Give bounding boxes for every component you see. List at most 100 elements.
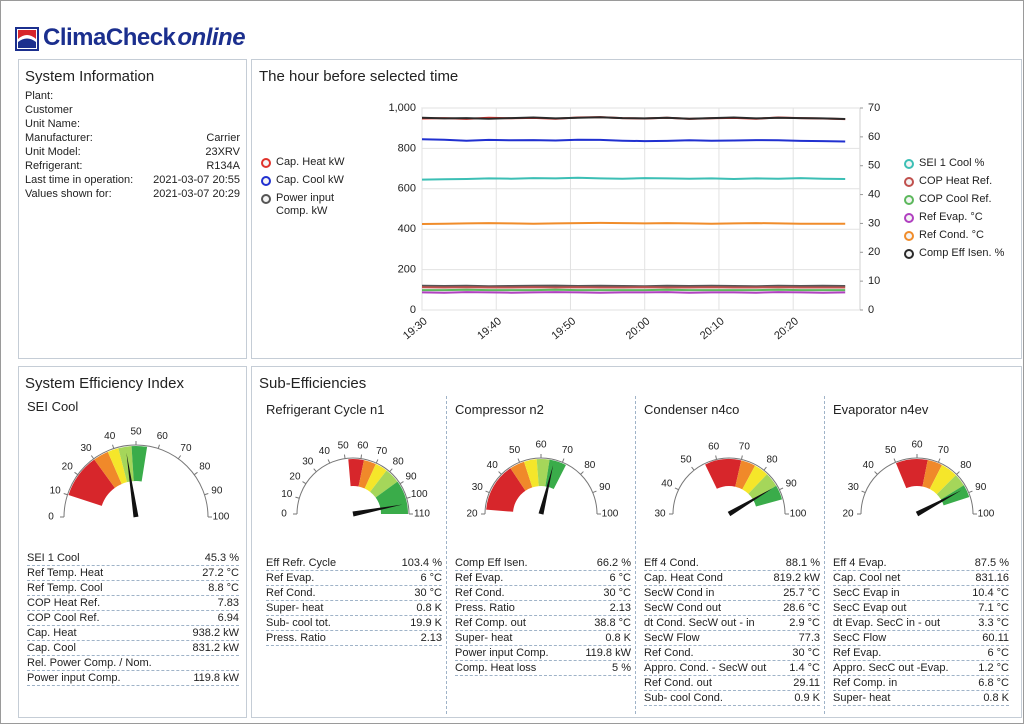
row-label: Super- heat bbox=[266, 602, 324, 614]
row-label: Unit Name: bbox=[25, 118, 81, 130]
row-value: 23XRV bbox=[205, 146, 240, 158]
row-label: Ref Evap. bbox=[455, 572, 504, 584]
legend-item: Power input Comp. kW bbox=[260, 192, 366, 218]
row-value: 0.8 K bbox=[416, 602, 442, 614]
row-label: Eff 4 Evap. bbox=[833, 557, 887, 569]
row-label: SecC Evap in bbox=[833, 587, 900, 599]
row-label: Power input Comp. bbox=[455, 647, 549, 659]
row-value: 3.3 °C bbox=[978, 617, 1009, 629]
row-label: Cap. Cool bbox=[27, 642, 76, 654]
series-line bbox=[421, 291, 846, 294]
row: SecC Flow 60.11 bbox=[833, 631, 1009, 646]
row-value: 0.8 K bbox=[983, 692, 1009, 704]
sub-efficiencies-panel: Sub-Efficiencies bbox=[251, 366, 1022, 718]
row-label: SecW Cond out bbox=[644, 602, 722, 614]
row-label: SecW Flow bbox=[644, 632, 700, 644]
row: Customer bbox=[25, 103, 240, 117]
row: Ref Comp. in 6.8 °C bbox=[833, 676, 1009, 691]
row: Last time in operation: 2021-03-07 20:55 bbox=[25, 173, 240, 187]
legend-marker bbox=[904, 195, 914, 205]
row-label: Press. Ratio bbox=[266, 632, 326, 644]
row-value: 28.6 °C bbox=[783, 602, 820, 614]
row-label: Appro. SecC out -Evap. bbox=[833, 662, 949, 674]
row-value: 27.2 °C bbox=[202, 567, 239, 579]
row-value: 2.9 °C bbox=[789, 617, 820, 629]
row-value: 45.3 % bbox=[204, 552, 239, 564]
legend-item: Ref Cond. °C bbox=[903, 229, 1018, 242]
row: Values shown for: 2021-03-07 20:29 bbox=[25, 187, 240, 201]
row-label: Unit Model: bbox=[25, 146, 81, 158]
row: Comp Eff Isen. 66.2 % bbox=[455, 556, 631, 571]
row-value: 29.11 bbox=[793, 677, 820, 689]
row: Manufacturer: Carrier bbox=[25, 131, 240, 145]
row-label: Super- heat bbox=[833, 692, 891, 704]
sei-panel: System Efficiency Index SEI Cool SEI 1 C… bbox=[18, 366, 247, 718]
legend-label: Comp Eff Isen. % bbox=[919, 247, 1005, 259]
row: SecW Flow 77.3 bbox=[644, 631, 820, 646]
legend-marker bbox=[261, 176, 271, 186]
row: Super- heat 0.8 K bbox=[266, 601, 442, 616]
row-value: 1.4 °C bbox=[789, 662, 820, 674]
row-label: Values shown for: bbox=[25, 188, 112, 200]
series-line bbox=[421, 116, 846, 120]
row: Press. Ratio 2.13 bbox=[455, 601, 631, 616]
row-label: Eff 4 Cond. bbox=[644, 557, 699, 569]
row-value: 2.13 bbox=[609, 602, 631, 614]
row: COP Cool Ref. 6.94 bbox=[27, 611, 239, 626]
row-label: Sub- cool tot. bbox=[266, 617, 331, 629]
chart-title: The hour before selected time bbox=[259, 68, 458, 85]
row: Ref Cond. 30 °C bbox=[644, 646, 820, 661]
y-tick-label: 1,000 bbox=[388, 102, 416, 114]
gauge-title: SEI Cool bbox=[27, 399, 79, 414]
row-value: 7.83 bbox=[217, 597, 239, 609]
y-tick-label: 0 bbox=[410, 304, 416, 316]
row-value: 119.8 kW bbox=[193, 672, 239, 684]
row-label: Super- heat bbox=[455, 632, 513, 644]
legend-marker bbox=[261, 158, 271, 168]
row: Sub- cool Cond. 0.9 K bbox=[644, 691, 820, 706]
row: Ref Evap. 6 °C bbox=[455, 571, 631, 586]
row: Unit Name: bbox=[25, 117, 240, 131]
legend-item: Cap. Heat kW bbox=[260, 156, 366, 169]
row: Ref Cond. out 29.11 bbox=[644, 676, 820, 691]
row: Ref Temp. Cool 8.8 °C bbox=[27, 581, 239, 596]
row-label: Ref Temp. Heat bbox=[27, 567, 104, 579]
row-label: Cap. Heat Cond bbox=[644, 572, 723, 584]
legend-marker bbox=[904, 213, 914, 223]
row-value: R134A bbox=[206, 160, 240, 172]
column-separator bbox=[446, 396, 447, 714]
row-value: 38.8 °C bbox=[594, 617, 631, 629]
legend-item: Cap. Cool kW bbox=[260, 174, 366, 187]
row-value: 6 °C bbox=[987, 647, 1009, 659]
row-label: Rel. Power Comp. / Nom. bbox=[27, 657, 152, 669]
legend-item: SEI 1 Cool % bbox=[903, 157, 1018, 170]
row: Plant: bbox=[25, 89, 240, 103]
row-value: 831.16 bbox=[975, 572, 1009, 584]
y2-tick-label: 60 bbox=[868, 131, 880, 143]
row: Rel. Power Comp. / Nom. bbox=[27, 656, 239, 671]
legend-label: COP Heat Ref. bbox=[919, 175, 993, 187]
column-title: Compressor n2 bbox=[455, 402, 544, 417]
row-label: Eff Refr. Cycle bbox=[266, 557, 337, 569]
row: Ref Evap. 6 °C bbox=[833, 646, 1009, 661]
legend-item: Comp Eff Isen. % bbox=[903, 247, 1018, 260]
row-value: 119.8 kW bbox=[585, 647, 631, 659]
row: Cap. Cool 831.2 kW bbox=[27, 641, 239, 656]
y2-tick-label: 70 bbox=[868, 102, 880, 114]
row-value: 6 °C bbox=[420, 572, 442, 584]
row: Refrigerant: R134A bbox=[25, 159, 240, 173]
row: Power input Comp. 119.8 kW bbox=[27, 671, 239, 686]
row-value: 30 °C bbox=[603, 587, 631, 599]
chart-panel: The hour before selected time 0 200 400 600… bbox=[251, 59, 1022, 359]
series-line bbox=[421, 176, 846, 181]
rows: Eff Refr. Cycle 103.4 % Ref Evap. 6 °C Ref C… bbox=[266, 556, 442, 646]
row-label: COP Cool Ref. bbox=[27, 612, 100, 624]
legend-marker bbox=[261, 194, 271, 204]
x-tick-label: 19:30 bbox=[401, 315, 430, 342]
row-label: dt Cond. SecW out - in bbox=[644, 617, 755, 629]
row-value: 77.3 bbox=[798, 632, 820, 644]
series-line bbox=[421, 221, 846, 225]
row: Press. Ratio 2.13 bbox=[266, 631, 442, 646]
row-label: dt Evap. SecC in - out bbox=[833, 617, 940, 629]
legend: SEI 1 Cool % COP Heat Ref. COP Cool Ref. Re… bbox=[903, 157, 1018, 265]
